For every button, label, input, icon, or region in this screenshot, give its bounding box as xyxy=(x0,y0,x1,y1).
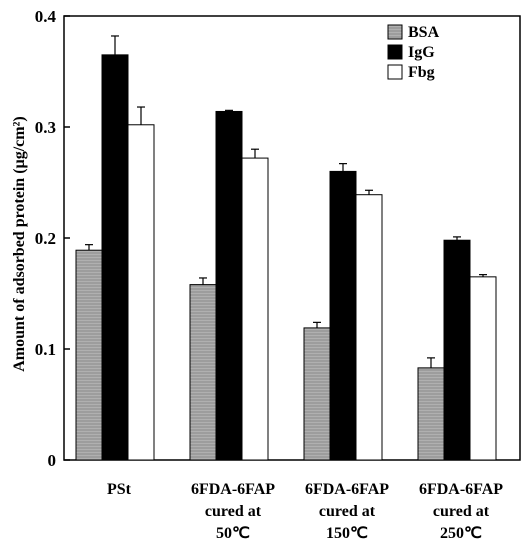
error-bar-bsa-1 xyxy=(199,277,207,285)
error-bar-igg-0 xyxy=(111,35,119,55)
y-tick-label: 0.4 xyxy=(35,7,57,26)
bar-bsa-0 xyxy=(75,249,103,461)
x-tick-label: 150℃ xyxy=(326,525,368,542)
y-tick-label: 0.1 xyxy=(35,340,56,359)
error-bar-fbg-3 xyxy=(479,274,487,277)
error-bar-bsa-0 xyxy=(85,244,93,251)
bar-bsa-1 xyxy=(189,284,217,461)
bar-bsa-2 xyxy=(303,327,331,461)
legend-swatch-bsa xyxy=(387,24,403,40)
x-tick-label: cured at xyxy=(205,503,262,520)
x-tick-label: cured at xyxy=(433,503,490,520)
y-tick-label: 0.2 xyxy=(35,229,56,248)
axes: 0 0.1 0.2 0.3 0.4 PSt 6FDA-6FAP cured at 50℃ 6FDA… xyxy=(35,7,521,542)
x-tick-label: 6FDA-6FAP xyxy=(419,481,503,498)
legend-swatch-igg xyxy=(387,44,403,60)
y-tick-label: 0 xyxy=(48,451,57,470)
legend-label-bsa: BSA xyxy=(408,24,440,41)
x-tick-label: 6FDA-6FAP xyxy=(191,481,275,498)
bar-fbg-0 xyxy=(127,124,155,461)
legend-label-fbg: Fbg xyxy=(408,64,435,81)
error-bar-fbg-0 xyxy=(137,106,145,125)
x-tick-label: 250℃ xyxy=(440,525,482,542)
y-tick-label: 0.3 xyxy=(35,118,56,137)
error-bar-bsa-3 xyxy=(427,357,435,368)
error-bar-fbg-1 xyxy=(251,148,259,159)
x-tick-label: 50℃ xyxy=(216,525,250,542)
legend-label-igg: IgG xyxy=(408,44,435,61)
bar-igg-2 xyxy=(329,170,357,461)
bar-igg-3 xyxy=(443,239,471,461)
y-axis-label: Amount of adsorbed protein (µg/cm²) xyxy=(11,116,28,372)
legend: BSA IgG Fbg xyxy=(387,24,440,81)
error-bar-bsa-2 xyxy=(313,321,321,328)
error-bar-fbg-2 xyxy=(365,189,373,195)
bar-fbg-3 xyxy=(469,276,497,461)
x-tick-label: 6FDA-6FAP xyxy=(305,481,389,498)
error-bar-igg-2 xyxy=(339,163,347,172)
x-tick-label: cured at xyxy=(319,503,376,520)
bar-fbg-1 xyxy=(241,157,269,461)
bar-bsa-3 xyxy=(417,367,445,461)
legend-swatch-fbg xyxy=(387,64,403,80)
bar-igg-1 xyxy=(215,110,243,461)
error-bar-igg-3 xyxy=(453,236,461,241)
x-tick-label: PSt xyxy=(107,481,132,498)
error-bar-igg-1 xyxy=(225,109,233,112)
bars xyxy=(75,35,497,461)
bar-igg-0 xyxy=(101,54,129,461)
bar-fbg-2 xyxy=(355,194,383,461)
